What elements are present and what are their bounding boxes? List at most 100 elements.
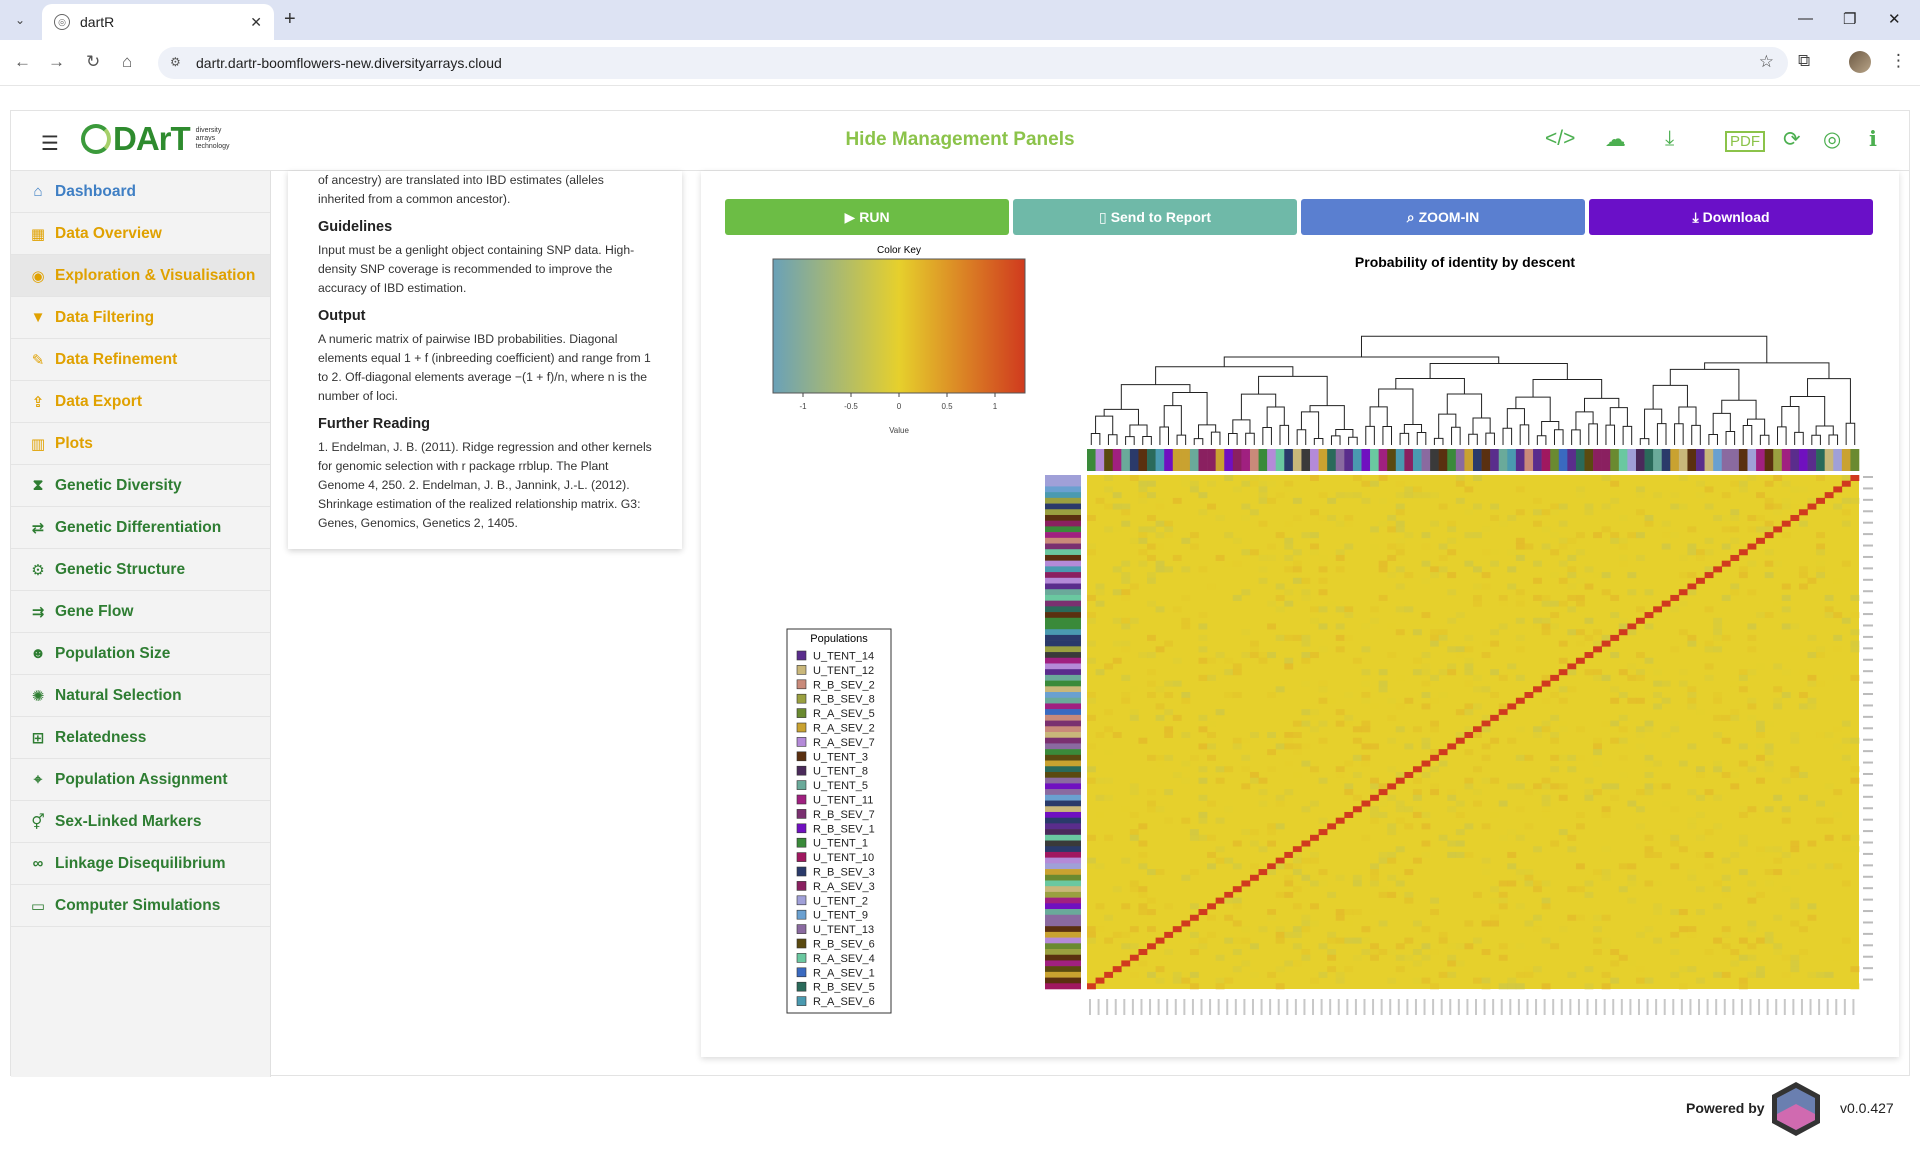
sidebar-item-data-filtering[interactable]: ▼ Data Filtering <box>11 297 270 339</box>
address-bar[interactable]: ⚙ dartr.dartr-boomflowers-new.diversitya… <box>158 47 1788 79</box>
heatmap-cell <box>1301 657 1311 664</box>
sidebar-item-linkage-disequilibrium[interactable]: ∞ Linkage Disequilibrium <box>11 843 270 885</box>
sidebar-item-data-export[interactable]: ⇪ Data Export <box>11 381 270 423</box>
download-icon[interactable]: ⤓ <box>1665 127 1675 150</box>
legend-label: U_TENT_5 <box>813 780 868 792</box>
heatmap-cell <box>1172 497 1182 504</box>
heatmap-cell <box>1790 840 1800 847</box>
run-button[interactable]: ▶ RUN <box>725 199 1009 235</box>
send-to-report-button[interactable]: ▯ Send to Report <box>1013 199 1297 235</box>
heatmap-cell <box>1558 754 1568 761</box>
heatmap-cell <box>1430 726 1439 733</box>
heatmap-cell <box>1412 811 1422 818</box>
heatmap-cell <box>1498 674 1508 681</box>
zoom-in-button[interactable]: ⌕ ZOOM-IN <box>1301 199 1585 235</box>
sidebar-item-data-refinement[interactable]: ✎ Data Refinement <box>11 339 270 381</box>
heatmap-cell <box>1730 526 1740 533</box>
heatmap-cell <box>1258 789 1268 796</box>
refresh-icon[interactable]: ⟳ <box>1783 128 1801 151</box>
sidebar-item-data-overview[interactable]: ▦ Data Overview <box>11 213 270 255</box>
tab-search-icon[interactable]: ⌄ <box>14 13 26 27</box>
heatmap-cell <box>1798 520 1808 527</box>
code-icon[interactable]: </> <box>1545 127 1576 150</box>
heatmap-cell <box>1464 851 1474 858</box>
sidebar-item-gene-flow[interactable]: ⇉ Gene Flow <box>11 591 270 633</box>
heatmap-cell <box>1292 497 1302 504</box>
heatmap-cell <box>1104 834 1114 841</box>
heatmap-cell <box>1790 737 1800 744</box>
guidelines-heading: Guidelines <box>318 219 393 235</box>
heatmap-cell <box>1387 714 1397 721</box>
population-colorbar-cell <box>1045 783 1081 790</box>
heatmap-cell <box>1447 663 1457 670</box>
heatmap-cell <box>1430 572 1439 579</box>
sidebar-item-genetic-structure[interactable]: ⚙ Genetic Structure <box>11 549 270 591</box>
close-window-icon[interactable]: ✕ <box>1888 11 1901 28</box>
heatmap-cell <box>1738 669 1748 676</box>
compass-icon[interactable]: ◎ <box>1823 128 1842 151</box>
cloud-download-icon[interactable]: ☁ <box>1605 128 1626 151</box>
sidebar-item-plots[interactable]: ▥ Plots <box>11 423 270 465</box>
minimize-icon[interactable]: — <box>1798 10 1813 27</box>
reload-icon[interactable]: ↻ <box>86 52 101 71</box>
heatmap-cell <box>1473 800 1482 807</box>
profile-avatar[interactable] <box>1849 51 1871 73</box>
dendrogram-branch <box>1472 417 1491 435</box>
heatmap-cell <box>1292 886 1302 893</box>
info-icon[interactable]: ℹ <box>1869 128 1877 151</box>
population-colorbar-cell <box>1455 449 1465 471</box>
heatmap-cell <box>1584 634 1594 641</box>
heatmap-cell <box>1515 783 1525 790</box>
browser-menu-icon[interactable]: ⋮ <box>1890 51 1907 70</box>
heatmap-cell <box>1395 674 1405 681</box>
heatmap-cell <box>1370 543 1379 550</box>
heatmap-cell <box>1095 600 1105 607</box>
sidebar-item-genetic-differentiation[interactable]: ⇄ Genetic Differentiation <box>11 507 270 549</box>
hide-management-panels-link[interactable]: Hide Management Panels <box>845 129 1075 150</box>
heatmap-cell <box>1198 509 1208 516</box>
heatmap-cell-diagonal <box>1481 720 1491 727</box>
column-label-tick <box>1286 999 1289 1015</box>
pdf-icon[interactable]: PDF <box>1725 131 1765 152</box>
population-colorbar-cell <box>1189 449 1199 471</box>
population-colorbar-cell <box>1404 449 1414 471</box>
sidebar-item-genetic-diversity[interactable]: ⧗ Genetic Diversity <box>11 465 270 507</box>
home-icon[interactable]: ⌂ <box>122 52 133 71</box>
dendrogram-branch <box>1378 388 1414 425</box>
heatmap-cell <box>1335 977 1345 984</box>
population-colorbar-cell <box>1721 449 1731 471</box>
heatmap-cell <box>1335 720 1345 727</box>
extensions-icon[interactable]: ⧉ <box>1798 51 1811 70</box>
heatmap-cell <box>1438 503 1448 510</box>
forward-icon[interactable]: → <box>48 52 65 71</box>
heatmap-cell <box>1104 709 1114 716</box>
heatmap-cell <box>1421 532 1431 539</box>
sidebar-item-natural-selection[interactable]: ✺ Natural Selection <box>11 675 270 717</box>
sidebar-item-computer-simulations[interactable]: ▭ Computer Simulations <box>11 885 270 927</box>
sidebar-item-relatedness[interactable]: ⊞ Relatedness <box>11 717 270 759</box>
back-icon[interactable]: ← <box>14 52 31 71</box>
sidebar-item-dashboard[interactable]: ⌂ Dashboard <box>11 171 270 213</box>
column-label-tick <box>1397 999 1400 1015</box>
heatmap-cell <box>1781 532 1791 539</box>
heatmap-cell <box>1198 777 1208 784</box>
heatmap-cell <box>1558 794 1568 801</box>
heatmap-cell <box>1335 709 1345 716</box>
sidebar-item-sex-linked-markers[interactable]: ⚥ Sex-Linked Markers <box>11 801 270 843</box>
heatmap-cell <box>1198 766 1208 773</box>
heatmap-cell <box>1807 903 1817 910</box>
heatmap-cell <box>1121 640 1131 647</box>
new-tab-icon[interactable]: + <box>284 8 296 30</box>
download-button[interactable]: ⤓ Download <box>1589 199 1873 235</box>
hamburger-menu-icon[interactable]: ☰ <box>41 133 59 155</box>
site-info-icon[interactable]: ⚙ <box>170 55 181 69</box>
close-tab-icon[interactable]: ✕ <box>250 13 262 30</box>
sidebar-item-exploration-visualisation[interactable]: ◉ Exploration & Visualisation <box>11 255 270 297</box>
sidebar-item-population-size[interactable]: ☻ Population Size <box>11 633 270 675</box>
sidebar-item-population-assignment[interactable]: ⌖ Population Assignment <box>11 759 270 801</box>
heatmap-cell-diagonal <box>1310 834 1319 841</box>
heatmap-cell <box>1567 629 1577 636</box>
browser-tab[interactable]: ◎ dartR ✕ <box>42 4 274 40</box>
restore-icon[interactable]: ❐ <box>1843 11 1857 28</box>
bookmark-star-icon[interactable]: ☆ <box>1758 52 1774 71</box>
